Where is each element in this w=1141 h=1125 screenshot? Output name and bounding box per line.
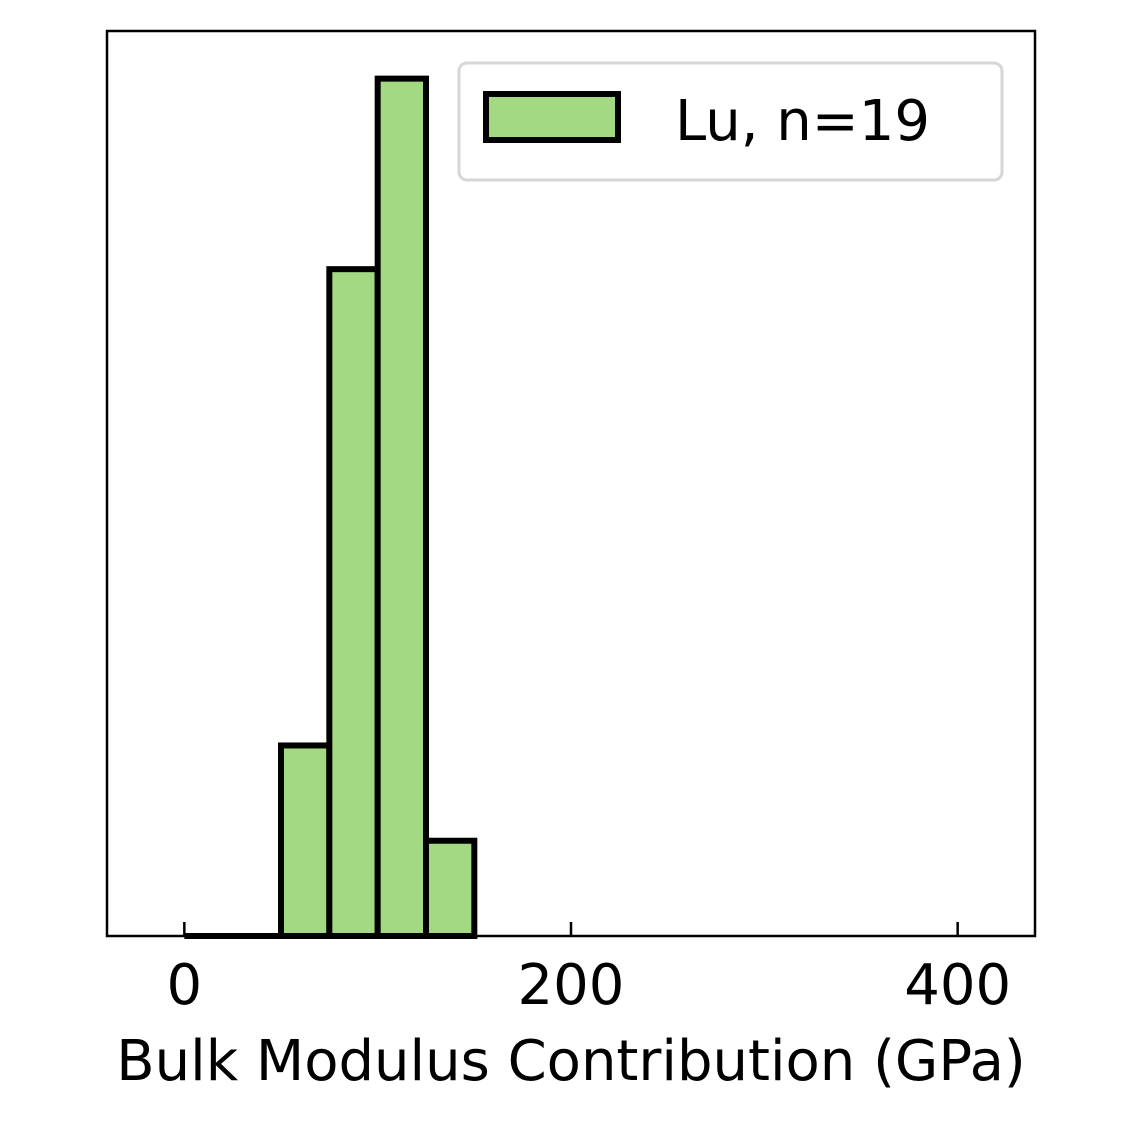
x-axis-label: Bulk Modulus Contribution (GPa)	[116, 1029, 1026, 1094]
legend-swatch	[483, 91, 621, 143]
histogram-bar	[423, 837, 478, 939]
legend: Lu, n=19	[457, 61, 1004, 182]
histogram-bar	[326, 266, 381, 939]
histogram-bar	[374, 75, 429, 939]
x-tick-label: 200	[518, 953, 625, 1018]
x-tick-label: 0	[167, 953, 203, 1018]
x-tick-label: 400	[904, 953, 1011, 1018]
histogram-bar	[278, 742, 333, 940]
histogram-bars	[184, 75, 478, 940]
legend-label: Lu, n=19	[675, 89, 930, 154]
x-axis-ticks: 0 200 400	[167, 922, 1011, 1018]
